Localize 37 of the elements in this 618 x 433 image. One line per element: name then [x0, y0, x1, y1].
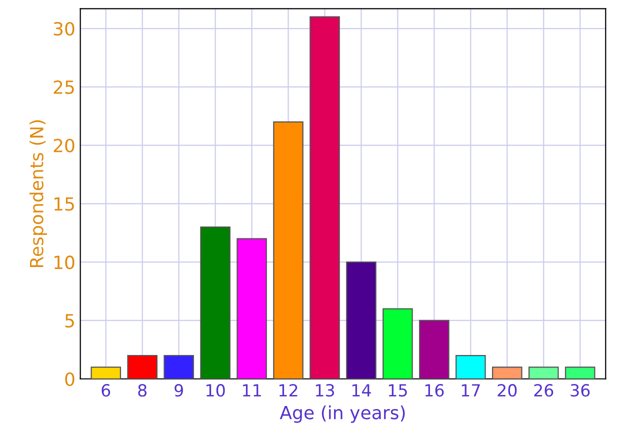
y-tick-label: 15: [54, 197, 74, 211]
x-tick-label: 12: [280, 384, 298, 396]
x-axis-title: Age (in years): [280, 405, 405, 423]
x-tick-label: 14: [352, 384, 371, 396]
bar: [164, 354, 194, 379]
bar: [236, 238, 267, 379]
bar: [346, 262, 376, 379]
bar: [456, 354, 486, 379]
bar: [200, 226, 230, 379]
bar: [528, 366, 559, 379]
x-tick-label: 9: [174, 384, 183, 397]
y-tick-label: 20: [54, 138, 74, 152]
bar: [564, 366, 596, 379]
y-tick-label: 5: [65, 314, 74, 328]
bar: [382, 308, 413, 379]
x-tick-label: 17: [462, 384, 480, 396]
x-tick-label: 8: [138, 384, 147, 397]
bar: [127, 354, 158, 379]
x-tick-label: 16: [425, 384, 444, 397]
x-tick-label: 26: [534, 384, 554, 397]
y-tick-label: 0: [65, 372, 74, 386]
x-tick-label: 10: [206, 384, 225, 397]
x-tick-label: 15: [388, 384, 407, 397]
bar: [273, 121, 304, 379]
x-tick-label: 6: [102, 384, 110, 397]
y-axis-title: Respondents (N): [29, 120, 47, 268]
bar: [492, 366, 522, 379]
bar: [90, 366, 122, 379]
x-tick-label: 36: [570, 384, 590, 397]
bar: [310, 16, 340, 379]
x-tick-label: 11: [243, 384, 261, 396]
y-tick-label: 10: [54, 256, 74, 270]
x-tick-label: 13: [316, 384, 334, 397]
y-tick-label: 25: [54, 80, 74, 94]
bar: [419, 320, 450, 379]
y-tick-label: 30: [54, 22, 74, 36]
x-tick-label: 20: [498, 384, 517, 397]
